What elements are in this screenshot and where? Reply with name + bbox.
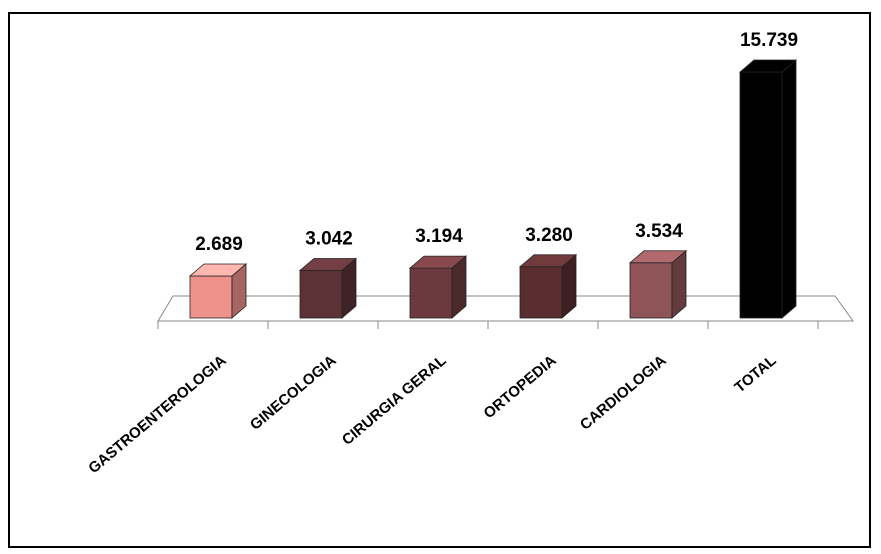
bar-total bbox=[738, 59, 798, 319]
category-label: CARDIOLOGIA bbox=[577, 352, 670, 434]
data-labels: 2.689 3.042 3.194 3.280 3.534 15.739 bbox=[195, 30, 798, 255]
chart-svg: 2.689 3.042 3.194 3.280 3.534 15.739 GASTROEN… bbox=[85, 30, 854, 477]
category-labels: GASTROENTEROLOGIA GINECOLOGIA CIRURGIA GER… bbox=[85, 352, 779, 477]
data-label: 3.280 bbox=[525, 225, 573, 246]
bar-gastroenterologia bbox=[188, 263, 248, 319]
bar-cirurgia-geral bbox=[408, 255, 468, 319]
bar-front bbox=[409, 267, 453, 319]
bar-top bbox=[188, 263, 248, 277]
bar-top bbox=[298, 258, 358, 271]
bar-ortopedia bbox=[518, 253, 578, 319]
bar-front bbox=[189, 275, 233, 319]
bar-top bbox=[738, 59, 798, 73]
data-label: 3.042 bbox=[305, 228, 353, 249]
category-label: ORTOPEDIA bbox=[481, 352, 560, 422]
bar-cardiologia bbox=[628, 249, 688, 319]
bar-ginecologia bbox=[298, 257, 358, 319]
bar-front bbox=[629, 262, 673, 319]
bar-front bbox=[519, 266, 563, 319]
chart-frame: 2.689 3.042 3.194 3.280 3.534 15.739 GASTROEN… bbox=[8, 12, 871, 548]
bar-front bbox=[739, 71, 783, 319]
bar-front bbox=[299, 270, 343, 319]
data-label: 3.194 bbox=[415, 226, 463, 247]
data-label: 3.534 bbox=[635, 221, 683, 242]
bar-side bbox=[781, 59, 797, 319]
bar-top bbox=[628, 250, 688, 264]
data-label: 2.689 bbox=[195, 234, 243, 255]
category-label: CIRURGIA GERAL bbox=[339, 352, 450, 449]
data-label: 15.739 bbox=[740, 30, 798, 51]
bar-top bbox=[408, 255, 468, 269]
category-label: GINECOLOGIA bbox=[247, 352, 340, 434]
bars bbox=[188, 59, 798, 319]
floor-ticks bbox=[157, 321, 819, 329]
bar-top bbox=[518, 254, 578, 268]
category-label: TOTAL bbox=[731, 352, 779, 396]
category-label: GASTROENTEROLOGIA bbox=[85, 352, 229, 477]
